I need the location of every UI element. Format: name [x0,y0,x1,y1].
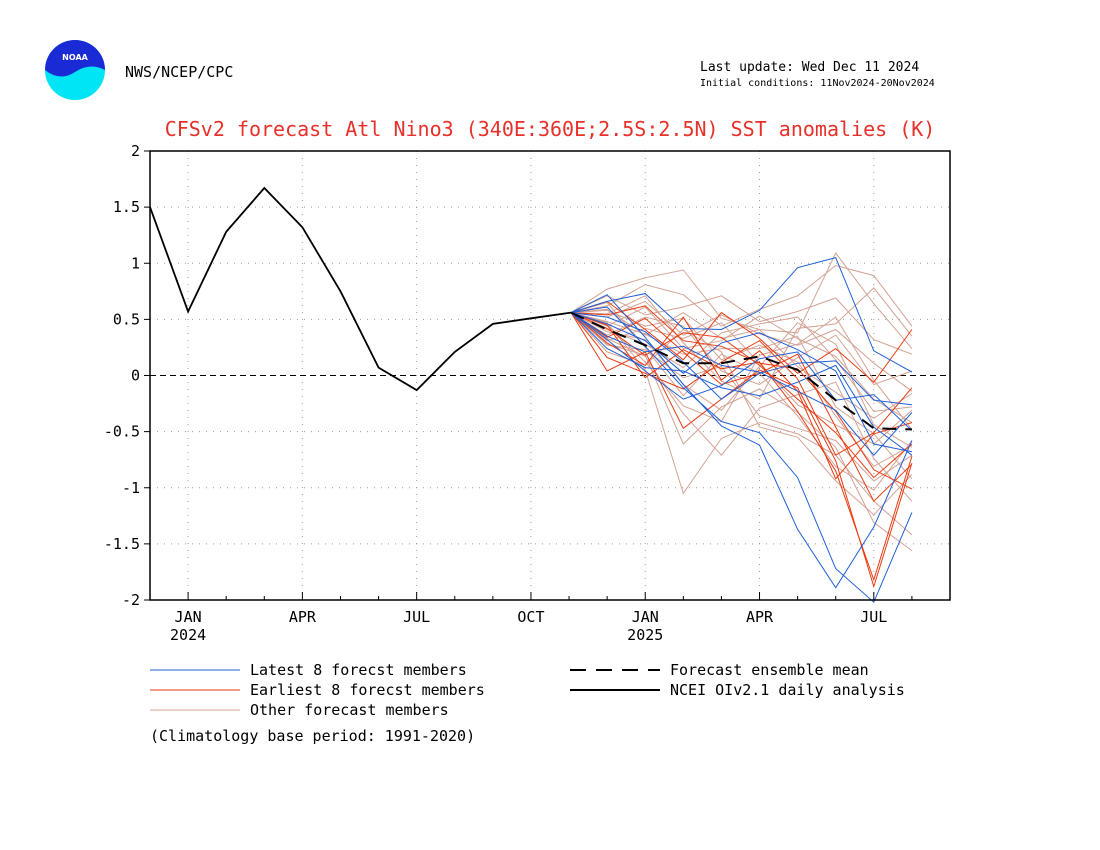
logo-text: NOAA [62,53,88,62]
y-tick-label: -1.5 [104,535,140,553]
other-member-line [570,312,913,552]
observed-analysis-line [149,186,572,392]
other-member-line [570,308,913,419]
other-members-series [570,252,913,552]
x-tick-label: APR [289,608,317,626]
x-tick-label: OCT [517,608,544,626]
y-tick-label: -1 [122,479,140,497]
climatology-footnote: (Climatology base period: 1991-2020) [150,727,475,745]
other-member-line [570,301,913,491]
earliest-member-line [570,312,913,503]
legend-label-latest: Latest 8 forecst members [250,661,467,679]
x-tick-label: APR [746,608,774,626]
latest-member-line [570,257,913,373]
latest-members-series [570,257,913,604]
y-tick-label: -2 [122,591,140,609]
x-tick-year-label: 2024 [170,626,206,644]
y-tick-label: 2 [131,142,140,160]
noaa-logo: NOAA [45,40,105,100]
other-member-line [570,287,913,400]
earliest-member-line [570,312,913,480]
last-update-label: Last update: Wed Dec 11 2024 [700,60,919,75]
legend-label-mean: Forecast ensemble mean [670,661,869,679]
latest-member-line [570,294,913,589]
initial-conditions-label: Initial conditions: 11Nov2024-20Nov2024 [700,78,935,89]
other-member-line [570,312,913,445]
other-member-line [570,312,913,430]
other-member-line [570,300,913,392]
y-tick-label: 0 [131,367,140,385]
x-tick-year-label: 2025 [627,626,663,644]
legend-label-earliest: Earliest 8 forecst members [250,681,485,699]
latest-member-line [570,312,913,431]
latest-member-line [570,312,912,406]
earliest-member-line [570,312,913,589]
latest-member-line [570,312,913,453]
earliest-member-line [570,305,913,490]
y-tick-label: -0.5 [104,423,140,441]
agency-label: NWS/NCEP/CPC [125,63,233,81]
y-tick-label: 0.5 [113,310,140,328]
latest-member-line [570,312,913,456]
chart-title: CFSv2 forecast Atl Nino3 (340E:360E;2.5S… [165,117,936,141]
logo-bird-shape [45,40,105,77]
other-member-line [570,312,913,482]
y-axis: -2 -1.5 -1 -0.5 0 0.5 1 1.5 2 [104,142,150,609]
latest-member-line [570,306,913,604]
y-tick-label: 1.5 [113,198,140,216]
y-tick-label: 1 [131,254,140,272]
x-tick-label: JUL [860,608,887,626]
x-tick-label: JUL [403,608,430,626]
ensemble-mean-line [570,311,912,431]
latest-member-line [570,312,913,456]
legend: Latest 8 forecst members Earliest 8 forec… [150,661,905,719]
other-member-line [570,312,912,412]
earliest-member-line [570,312,913,479]
legend-label-observed: NCEI OIv2.1 daily analysis [670,681,905,699]
x-tick-label: JAN [175,608,202,626]
other-member-line [570,264,913,327]
x-tick-label: JAN [632,608,659,626]
legend-label-other: Other forecast members [250,701,449,719]
